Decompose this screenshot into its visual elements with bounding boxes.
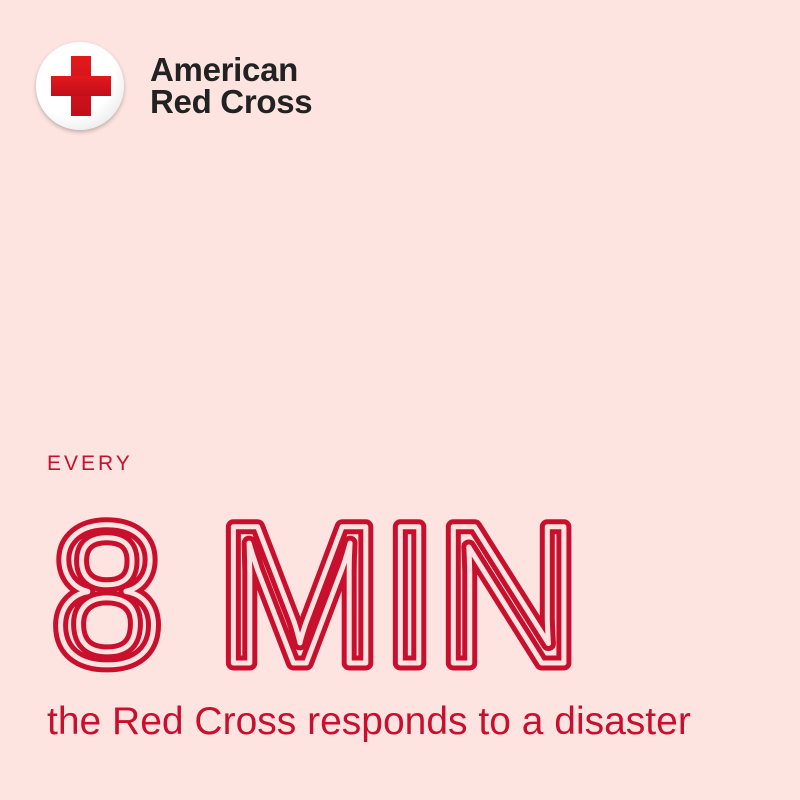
wordmark-line2: Red Cross <box>150 83 313 120</box>
red-cross-logo: American Red Cross <box>36 42 313 130</box>
headline-caption: the Red Cross responds to a disaster <box>47 700 691 743</box>
red-cross-icon <box>36 42 124 130</box>
wordmark: American Red Cross <box>150 51 313 120</box>
stat-outline: 8 MIN <box>52 484 580 690</box>
headline-prefix: EVERY <box>47 452 133 475</box>
stat-inline: 8 MIN <box>52 484 580 690</box>
headline-stat: 8 MIN 8 MIN <box>45 477 588 691</box>
wordmark-line1: American <box>150 51 299 88</box>
